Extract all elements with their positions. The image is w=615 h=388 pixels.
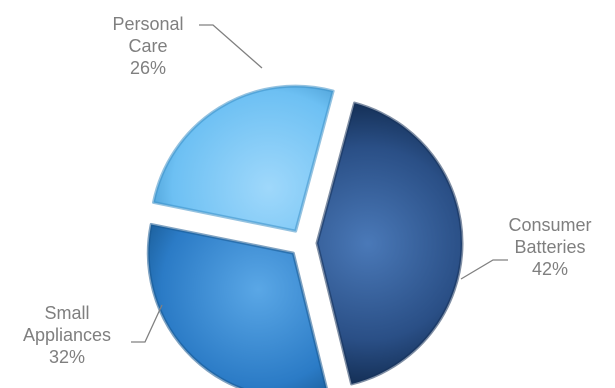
slice-name-label: Care [128,36,167,56]
pie-slice-edge [146,222,328,388]
leader-lines [131,24,508,343]
pie-slice-group [146,222,328,388]
slice-name-label: Batteries [514,237,585,257]
pie-slice [153,86,334,232]
slice-name-label: Consumer [508,215,591,235]
pie-slices [146,84,464,388]
pie-slice [316,103,462,384]
pie-slice-edge [151,84,335,233]
pie-slice-group [315,101,464,386]
slice-percent-label: 42% [532,259,568,279]
pie-slice-edge [315,101,464,386]
slice-name-label: Appliances [23,325,111,345]
slice-name-label: Personal [112,14,183,34]
slice-percent-label: 26% [130,58,166,78]
slice-name-label: Small [44,303,89,323]
leader-line [460,259,508,280]
leader-line [199,24,263,69]
pie-slice-group [151,84,335,233]
pie-slice [148,224,327,388]
slice-percent-label: 32% [49,347,85,367]
leader-line [131,304,163,343]
